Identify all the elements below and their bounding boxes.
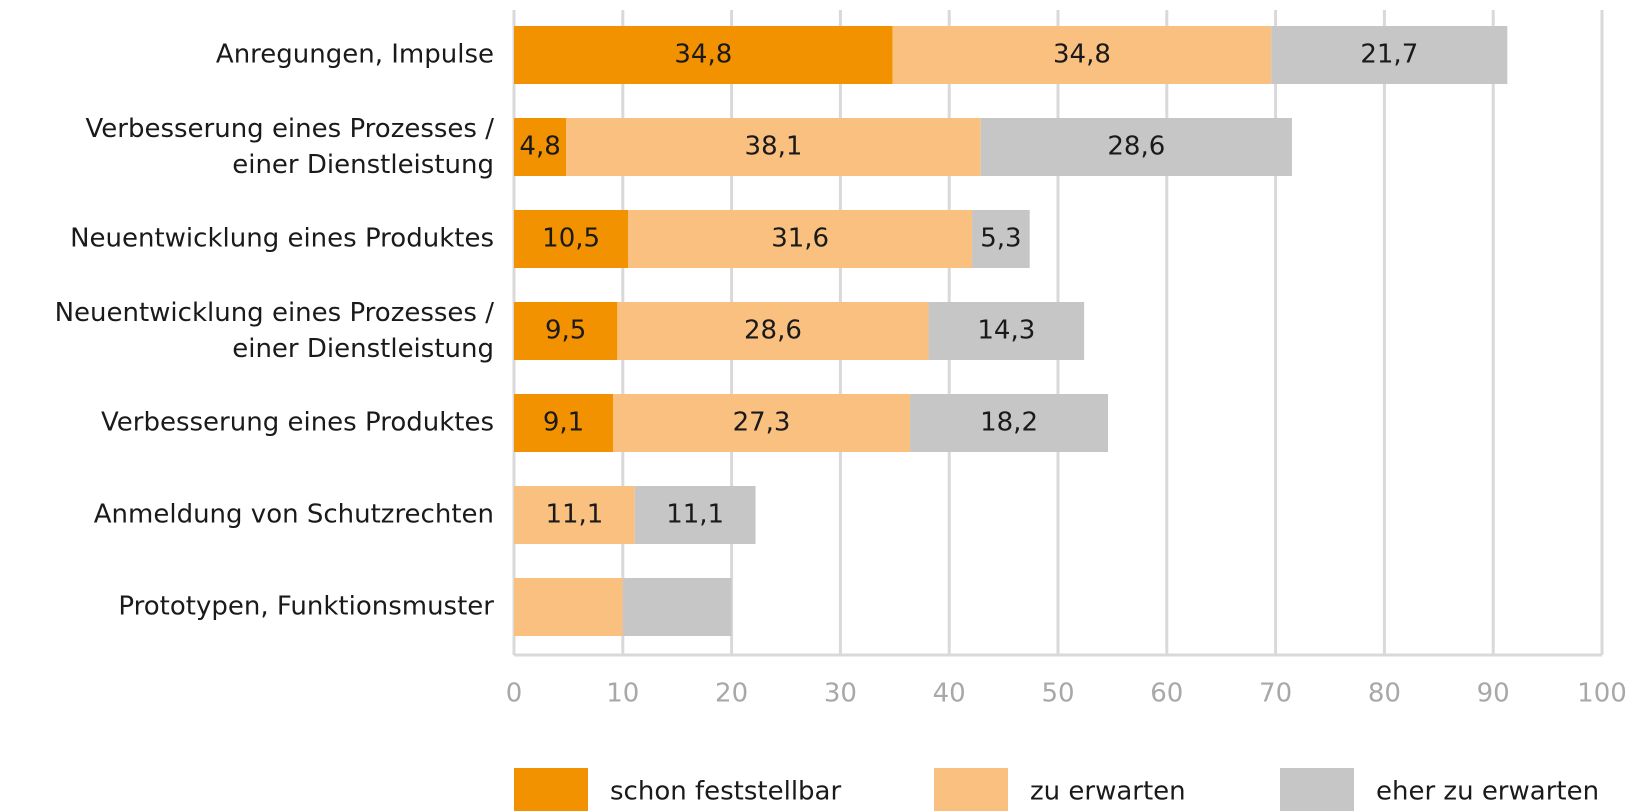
data-label: 14,3 <box>977 316 1035 346</box>
bar-segment <box>613 394 911 452</box>
data-label: 4,8 <box>519 132 560 162</box>
data-label: 18,2 <box>980 408 1038 438</box>
data-label: 28,6 <box>1107 132 1165 162</box>
data-label: 34,8 <box>1053 40 1111 70</box>
legend-label: zu erwarten <box>1030 777 1186 807</box>
bar-segment <box>892 26 1272 84</box>
x-tick-label: 70 <box>1259 679 1292 709</box>
x-tick-label: 100 <box>1577 679 1627 709</box>
legend-swatch <box>1280 768 1354 811</box>
data-label: 31,6 <box>771 224 829 254</box>
data-label: 11,1 <box>545 500 603 530</box>
data-label: 28,6 <box>744 316 802 346</box>
legend-swatch <box>514 768 588 811</box>
bar-segment <box>980 118 1292 176</box>
bar-segment <box>514 118 567 176</box>
bar-segment <box>514 486 635 544</box>
bar-segment <box>928 302 1085 360</box>
y-tick-label: Neuentwicklung eines Produktes <box>70 224 494 254</box>
bar-segment <box>628 210 973 268</box>
x-tick-label: 20 <box>715 679 748 709</box>
legend-label: schon feststellbar <box>610 777 841 807</box>
bar-segment <box>514 578 623 636</box>
y-tick-label: Verbesserung eines Produktes <box>101 408 494 438</box>
bar-segment <box>566 118 981 176</box>
y-tick-label: Anmeldung von Schutzrechten <box>94 500 494 530</box>
x-tick-label: 90 <box>1477 679 1510 709</box>
x-tick-label: 80 <box>1368 679 1401 709</box>
legend-label: eher zu erwarten <box>1376 777 1599 807</box>
data-label: 5,3 <box>980 224 1021 254</box>
data-label: 27,3 <box>733 408 791 438</box>
bar-segment <box>972 210 1030 268</box>
bar-segment <box>514 210 629 268</box>
data-label: 21,7 <box>1360 40 1418 70</box>
data-label: 38,1 <box>745 132 803 162</box>
data-label: 10,5 <box>542 224 600 254</box>
data-label: 9,5 <box>545 316 586 346</box>
x-tick-label: 30 <box>824 679 857 709</box>
data-label: 9,1 <box>543 408 584 438</box>
bar-segment <box>910 394 1109 452</box>
y-tick-label: Prototypen, Funktionsmuster <box>118 592 494 622</box>
bar-segment <box>622 578 732 636</box>
legend-swatch <box>934 768 1008 811</box>
y-tick-label: Neuentwicklung eines Prozesses / einer Di… <box>55 298 495 364</box>
data-label: 34,8 <box>674 40 732 70</box>
y-tick-label: Anregungen, Impulse <box>216 40 494 70</box>
bar-segment <box>514 26 893 84</box>
data-label: 11,1 <box>666 500 724 530</box>
x-tick-label: 40 <box>933 679 966 709</box>
bar-segment <box>514 302 618 360</box>
y-tick-label: Verbesserung eines Prozesses / einer Dien… <box>85 114 494 180</box>
x-tick-label: 60 <box>1150 679 1183 709</box>
bar-segment <box>634 486 756 544</box>
x-tick-label: 50 <box>1041 679 1074 709</box>
x-tick-label: 10 <box>606 679 639 709</box>
bar-segment <box>514 394 614 452</box>
bar-segment <box>1271 26 1508 84</box>
x-tick-label: 0 <box>506 679 523 709</box>
bar-segment <box>617 302 929 360</box>
